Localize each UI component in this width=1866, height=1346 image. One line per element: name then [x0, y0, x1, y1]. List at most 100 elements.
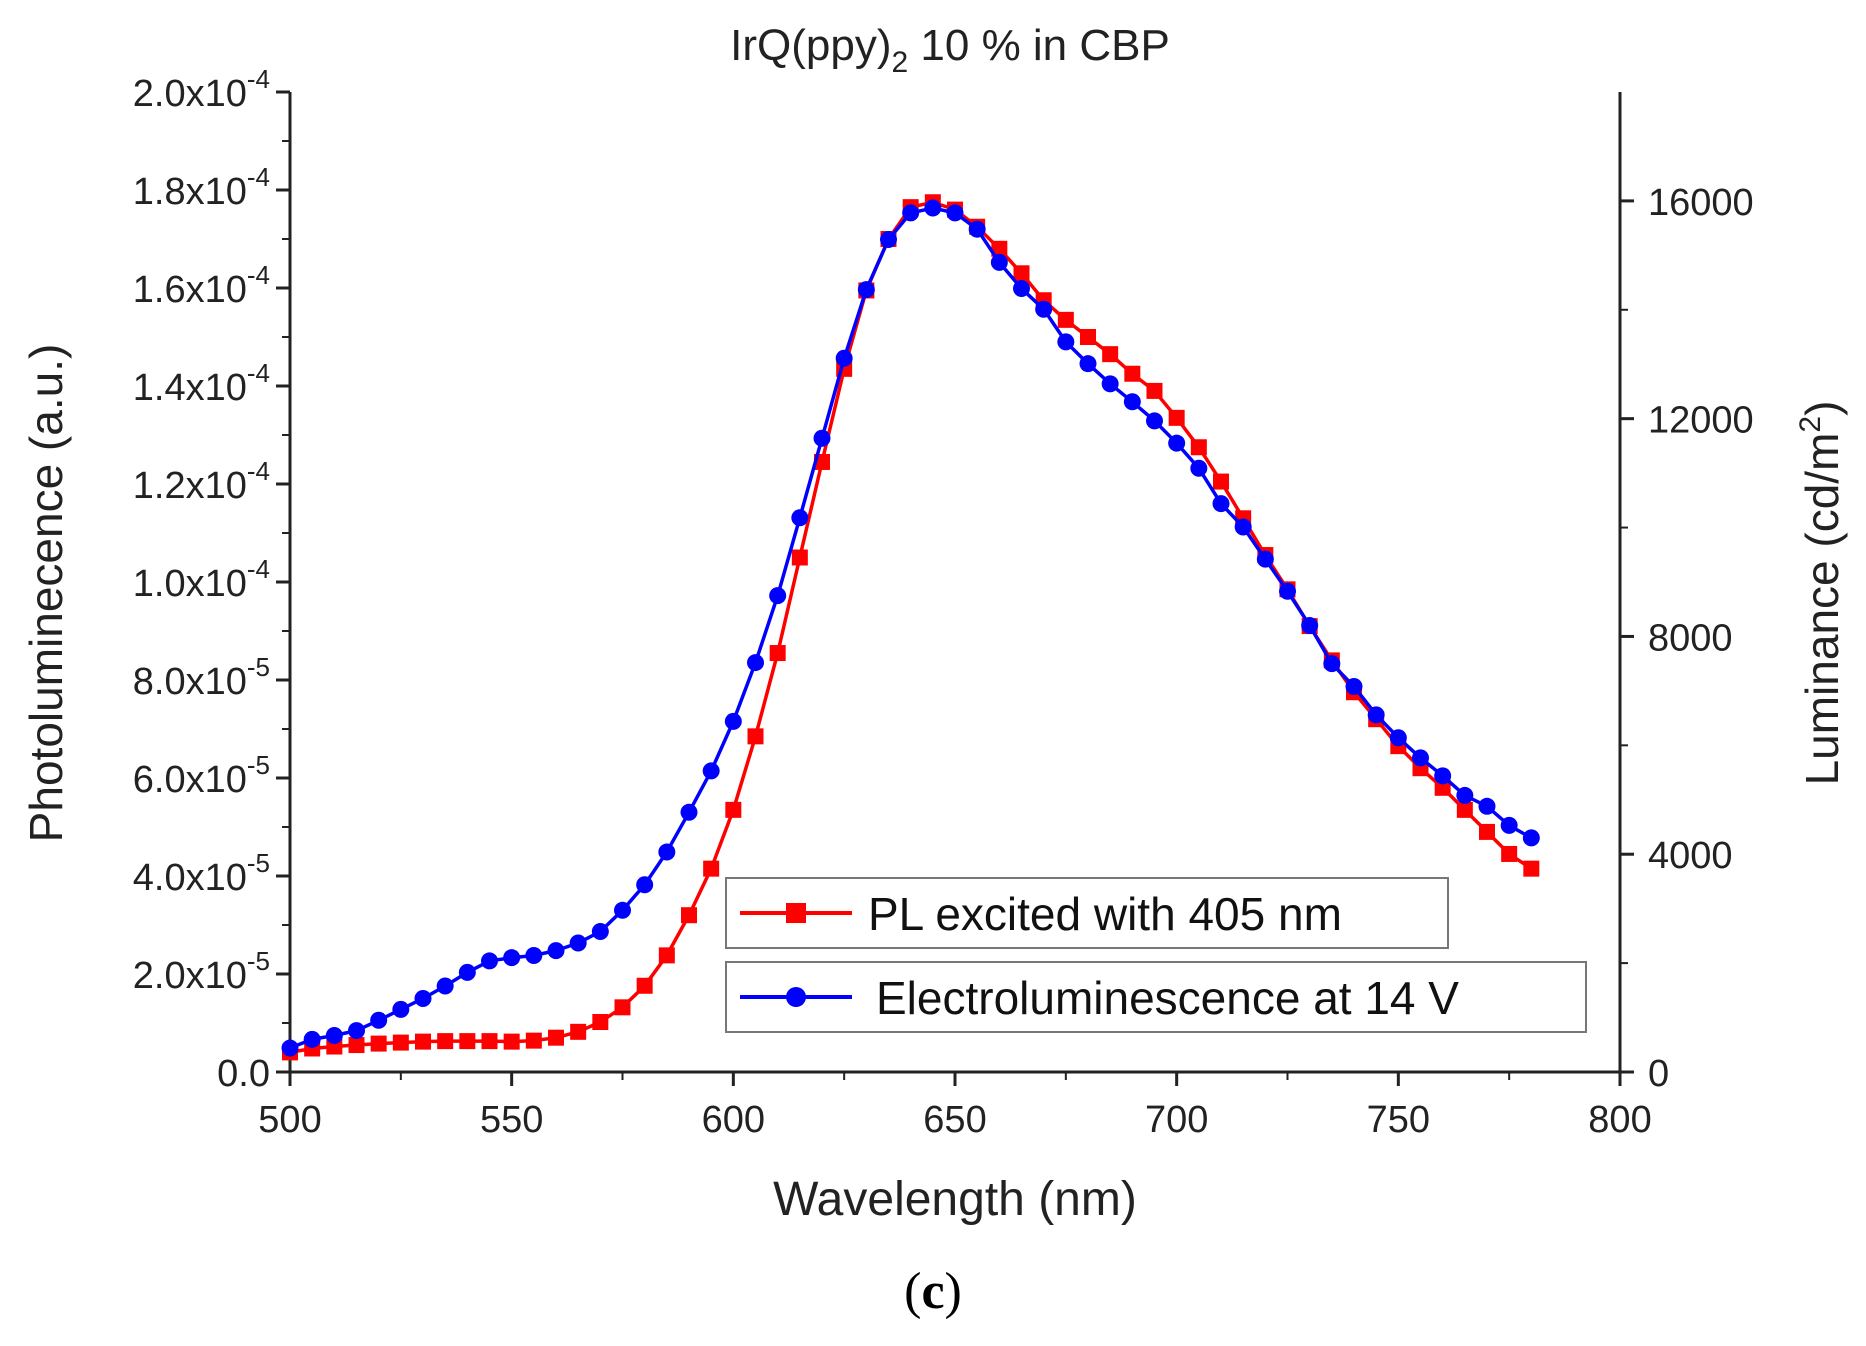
data-point: [636, 876, 654, 894]
caption-close: ): [944, 1263, 962, 1320]
x-tick-label: 650: [923, 1099, 986, 1141]
data-point: [1146, 412, 1163, 430]
data-point: [370, 1035, 387, 1052]
x-tick-label: 700: [1145, 1099, 1208, 1141]
data-point: [592, 1014, 609, 1031]
chart-title-prefix: IrQ(ppy): [730, 21, 891, 70]
data-point: [525, 946, 543, 964]
data-point: [725, 801, 742, 818]
data-point: [569, 934, 587, 952]
y-left-ticks: 0.0 2.0x10-5 4.0x10-5 6.0x10-5 8.0x10-5 1.0x1…: [133, 64, 290, 1095]
x-tick-label: 750: [1367, 1099, 1430, 1141]
data-point: [392, 1000, 410, 1018]
data-point: [1479, 823, 1495, 840]
y-right-tick-label: 0: [1648, 1053, 1669, 1095]
data-point: [392, 1034, 409, 1051]
legend-label-el: Electroluminescence at 14 V: [876, 972, 1459, 1024]
data-point: [990, 253, 1008, 271]
data-point: [1057, 333, 1075, 351]
data-point: [1522, 829, 1540, 847]
data-point: [614, 901, 631, 919]
data-point: [1080, 329, 1096, 345]
data-point: [414, 990, 432, 1007]
data-point: [680, 803, 698, 821]
data-point: [1256, 550, 1274, 568]
data-point: [769, 645, 786, 662]
data-point: [1500, 816, 1518, 834]
x-axis-label: Wavelength (nm): [773, 1173, 1137, 1226]
y-axis-right-label-sup: 2: [1794, 416, 1827, 433]
y-left-tick-label: 2.0x10-5: [133, 946, 270, 997]
data-point: [1123, 393, 1141, 411]
y-right-tick-label: 8000: [1648, 617, 1733, 659]
data-point: [547, 942, 565, 960]
data-point: [1168, 409, 1185, 426]
legend-marker-el: [786, 987, 806, 1007]
data-point: [481, 952, 498, 970]
data-point: [813, 429, 831, 447]
data-point: [658, 947, 675, 964]
data-point: [1367, 706, 1385, 724]
chart-title-subscript: 2: [891, 46, 908, 79]
data-point: [636, 977, 653, 994]
data-point: [1124, 365, 1141, 382]
data-point: [415, 1033, 431, 1050]
y-right-tick-label: 12000: [1648, 400, 1754, 442]
data-point: [702, 762, 720, 780]
data-point: [348, 1037, 365, 1054]
legend-marker-pl: [786, 903, 806, 923]
y-left-tick-label: 1.4x10-4: [133, 358, 270, 409]
legend: PL excited with 405 nm Electroluminescen…: [725, 877, 1587, 1033]
data-point: [968, 220, 986, 238]
data-point: [481, 1033, 498, 1050]
data-point: [857, 281, 875, 299]
data-point: [791, 549, 808, 566]
y-axis-right-label-end: ): [1796, 401, 1848, 416]
data-point: [1013, 265, 1030, 282]
y-left-tick-label: 2.0x10-4: [133, 64, 270, 115]
data-point: [281, 1039, 299, 1057]
x-tick-label: 500: [258, 1099, 321, 1141]
data-point: [991, 240, 1008, 257]
data-point: [1478, 797, 1496, 815]
y-left-tick-label: 0.0: [217, 1053, 270, 1095]
data-point: [1523, 860, 1540, 877]
data-point: [946, 204, 964, 222]
data-point: [1146, 382, 1163, 399]
data-point: [902, 204, 920, 222]
data-point: [503, 949, 521, 967]
x-ticks: 500 550 600 650 700 750 800: [258, 1072, 1652, 1141]
data-point: [503, 1033, 520, 1050]
data-point: [1190, 459, 1208, 477]
data-point: [1412, 749, 1429, 767]
data-point: [348, 1022, 365, 1040]
data-point: [1079, 355, 1097, 373]
y-left-tick-label: 1.0x10-4: [133, 554, 270, 605]
data-point: [1234, 518, 1252, 536]
data-point: [1212, 495, 1230, 513]
data-point: [924, 199, 942, 217]
y-left-tick-label: 1.8x10-4: [133, 162, 270, 213]
x-tick-label: 800: [1588, 1099, 1651, 1141]
data-point: [724, 712, 742, 730]
data-point: [1213, 473, 1229, 490]
data-point: [437, 1033, 454, 1050]
data-point: [1279, 582, 1296, 600]
x-tick-label: 550: [480, 1099, 543, 1141]
data-point: [1102, 346, 1119, 363]
data-point: [1013, 280, 1030, 298]
data-point: [591, 923, 609, 941]
data-point: [747, 654, 764, 672]
data-point: [1323, 655, 1341, 673]
y-axis-right-label-main: Luminance (cd/m: [1796, 433, 1848, 786]
data-point: [1190, 439, 1207, 456]
y-left-tick-label: 8.0x10-5: [133, 652, 270, 703]
data-point: [1434, 767, 1452, 785]
data-point: [1057, 311, 1074, 328]
data-point: [325, 1027, 343, 1045]
x-tick-label: 600: [702, 1099, 765, 1141]
legend-box-el: [725, 961, 1587, 1033]
y-left-tick-label: 4.0x10-5: [133, 848, 270, 899]
data-point: [458, 963, 476, 981]
y-right-tick-label: 4000: [1648, 835, 1733, 877]
